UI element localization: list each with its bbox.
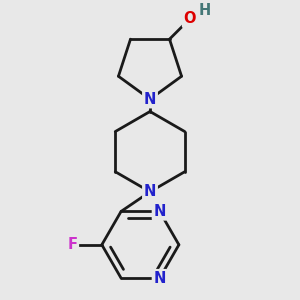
Text: F: F xyxy=(68,237,77,252)
Text: N: N xyxy=(144,184,156,199)
Text: H: H xyxy=(199,3,211,18)
Text: O: O xyxy=(184,11,196,26)
Text: N: N xyxy=(153,204,166,219)
Text: N: N xyxy=(153,271,166,286)
Text: N: N xyxy=(144,92,156,107)
